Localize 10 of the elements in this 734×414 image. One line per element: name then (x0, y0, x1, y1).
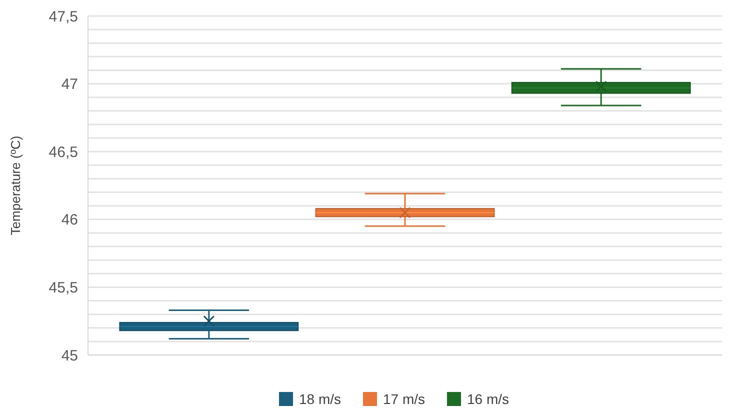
legend-label: 16 m/s (467, 390, 510, 407)
legend-label: 17 m/s (383, 390, 426, 407)
y-tick-label: 46 (61, 212, 78, 229)
y-tick-label: 47 (61, 76, 78, 94)
y-axis-title: Temperature (ºC) (8, 136, 23, 236)
y-tick-label: 47,5 (48, 8, 78, 26)
legend-label: 18 m/s (299, 390, 342, 407)
y-tick-label: 45 (61, 347, 78, 364)
y-tick-label: 46,5 (48, 144, 78, 161)
y-tick-label: 45,5 (48, 279, 78, 296)
